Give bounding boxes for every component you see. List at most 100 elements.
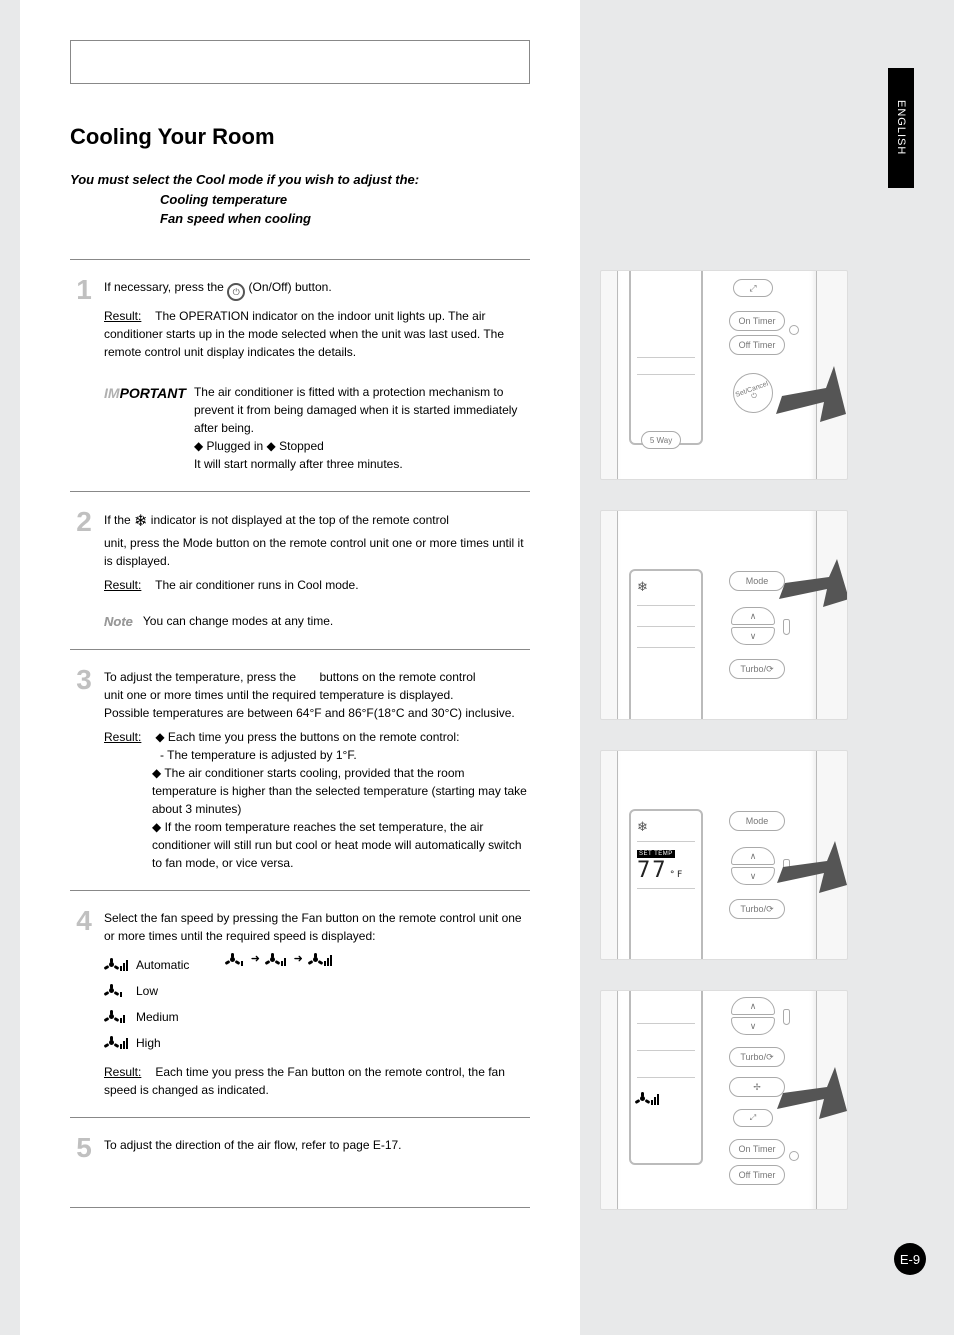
important-prefix: IM xyxy=(104,385,120,401)
temp-up-button[interactable]: ∧ xyxy=(731,607,775,625)
airflow-button[interactable]: ⤢ xyxy=(733,1109,773,1127)
temp-up-button[interactable]: ∧ xyxy=(731,997,775,1015)
clock-icon xyxy=(789,1151,799,1161)
airflow-button[interactable]: ⤢ xyxy=(733,279,773,297)
table-row: High xyxy=(106,1031,195,1055)
result-label: Result: xyxy=(104,307,152,325)
thermometer-icon xyxy=(783,1009,790,1025)
step3-lead: To adjust the temperature, press the but… xyxy=(104,670,476,684)
step-4: 4 Select the fan speed by pressing the F… xyxy=(70,890,530,1117)
table-row: Medium xyxy=(106,1005,195,1029)
fan-high-icon xyxy=(106,1037,128,1049)
snowflake-icon: ❄ xyxy=(637,819,701,835)
result-label: Result: xyxy=(104,576,152,594)
step5-lead: To adjust the direction of the air flow,… xyxy=(104,1138,402,1152)
arrow-icon: ➜ xyxy=(251,953,260,965)
step2-lead: If the ❄ indicator is not displayed at t… xyxy=(104,513,449,527)
lcd-temperature: 77 °F xyxy=(637,860,701,882)
remote-screen xyxy=(629,990,703,1165)
important-sub: ◆ Plugged in ◆ Stopped xyxy=(194,439,324,453)
remote-figure-4: ∧ ∨ Turbo/⟳ ✢ ⤢ On Timer Off Timer xyxy=(600,990,848,1210)
turbo-button[interactable]: Turbo/⟳ xyxy=(729,1047,785,1067)
fan-label-med: Medium xyxy=(136,1005,195,1029)
set-cancel-button[interactable]: Set/Cancel⏻ xyxy=(733,373,773,413)
mode-button[interactable]: Mode xyxy=(729,571,785,591)
fan-low-icon xyxy=(106,985,122,997)
fan-auto-icon xyxy=(106,959,128,971)
fan-label-high: High xyxy=(136,1031,195,1055)
fan-high-icon xyxy=(310,954,332,966)
step4-lead: Select the fan speed by pressing the Fan… xyxy=(104,911,522,943)
turbo-button[interactable]: Turbo/⟳ xyxy=(729,899,785,919)
five-way-button[interactable]: 5 Way xyxy=(641,431,681,449)
off-timer-button[interactable]: Off Timer xyxy=(729,335,785,355)
temp-down-button[interactable]: ∨ xyxy=(731,1017,775,1035)
page-number-badge: E-9 xyxy=(894,1243,926,1275)
step4-result: Each time you press the Fan button on th… xyxy=(104,1065,505,1097)
snowflake-icon: ❄ xyxy=(637,579,701,595)
remote-figure-3: ❄ SET TEMP 77 °F Mode ∧ ∨ Turbo/⟳ xyxy=(600,750,848,960)
turbo-button[interactable]: Turbo/⟳ xyxy=(729,659,785,679)
remote-screen: ❄ SET TEMP 77 °F xyxy=(629,809,703,960)
step3-range: Possible temperatures are between 64°F a… xyxy=(104,706,515,720)
temp-down-button[interactable]: ∨ xyxy=(731,867,775,885)
fan-label-auto: Automatic xyxy=(136,953,195,977)
fan-high-icon xyxy=(637,1093,659,1105)
divider xyxy=(70,1207,530,1208)
language-tab: ENGLISH xyxy=(888,68,914,188)
fan-label-low: Low xyxy=(136,979,195,1003)
table-row: Low xyxy=(106,979,195,1003)
fan-sequence: ➜ ➜ xyxy=(227,951,332,969)
step3-lead2: unit one or more times until the require… xyxy=(104,688,454,702)
result-label: Result: xyxy=(104,728,152,746)
step-number: 5 xyxy=(70,1132,98,1164)
fan-med-icon xyxy=(106,1011,125,1023)
step2-result: The air conditioner runs in Cool mode. xyxy=(155,578,358,592)
off-timer-button[interactable]: Off Timer xyxy=(729,1165,785,1185)
mode-button[interactable]: Mode xyxy=(729,811,785,831)
fan-speed-table: Automatic Low xyxy=(104,951,197,1057)
intro-item-2: Fan speed when cooling xyxy=(160,211,311,226)
important-label: IMPORTANT xyxy=(104,383,186,473)
on-timer-button[interactable]: On Timer xyxy=(729,311,785,331)
set-temp-label: SET TEMP xyxy=(637,850,675,858)
important-text2: It will start normally after three minut… xyxy=(194,457,403,471)
step1-result: The OPERATION indicator on the indoor un… xyxy=(104,309,504,359)
on-timer-button[interactable]: On Timer xyxy=(729,1139,785,1159)
step2-lead2: unit, press the Mode button on the remot… xyxy=(104,536,524,568)
thermometer-icon xyxy=(783,619,790,635)
remote-figure-1: 5 Way ⤢ On Timer Off Timer Set/Cancel⏻ xyxy=(600,270,848,480)
snowflake-icon: ❄ xyxy=(134,510,147,534)
note-text: You can change modes at any time. xyxy=(143,612,530,632)
power-icon: ⏻ xyxy=(227,283,245,301)
page-title: Cooling Your Room xyxy=(70,124,530,150)
remote-screen xyxy=(629,270,703,445)
temp-up-button[interactable]: ∧ xyxy=(731,847,775,865)
step-3: 3 To adjust the temperature, press the b… xyxy=(70,649,530,890)
result-label: Result: xyxy=(104,1063,152,1081)
important-text: The air conditioner is fitted with a pro… xyxy=(194,385,518,435)
lcd-temp-unit: °F xyxy=(670,871,685,880)
step-number: 3 xyxy=(70,664,98,696)
remote-illustration-column: 5 Way ⤢ On Timer Off Timer Set/Cancel⏻ ❄… xyxy=(600,270,860,1240)
header-box xyxy=(70,40,530,84)
remote-screen: ❄ xyxy=(629,569,703,720)
step-number: 4 xyxy=(70,905,98,937)
table-row: Automatic xyxy=(106,953,195,977)
fan-med-icon xyxy=(267,954,286,966)
step-number: 1 xyxy=(70,274,98,306)
clock-icon xyxy=(789,325,799,335)
step3-result-d: ◆ If the room temperature reaches the se… xyxy=(152,818,530,872)
note-label: Note xyxy=(104,612,133,632)
temp-down-button[interactable]: ∨ xyxy=(731,627,775,645)
intro-item-1: Cooling temperature xyxy=(160,192,287,207)
step-5: 5 To adjust the direction of the air flo… xyxy=(70,1117,530,1207)
manual-page: Cooling Your Room You must select the Co… xyxy=(20,0,580,1335)
arrow-icon: ➜ xyxy=(294,953,303,965)
step3-result-b: - The temperature is adjusted by 1°F. xyxy=(160,748,357,762)
important-rest: PORTANT xyxy=(120,385,186,401)
intro-block: You must select the Cool mode if you wis… xyxy=(70,170,530,229)
fan-button[interactable]: ✢ xyxy=(729,1077,785,1097)
step-number: 2 xyxy=(70,506,98,538)
fan-low-icon xyxy=(227,954,243,966)
